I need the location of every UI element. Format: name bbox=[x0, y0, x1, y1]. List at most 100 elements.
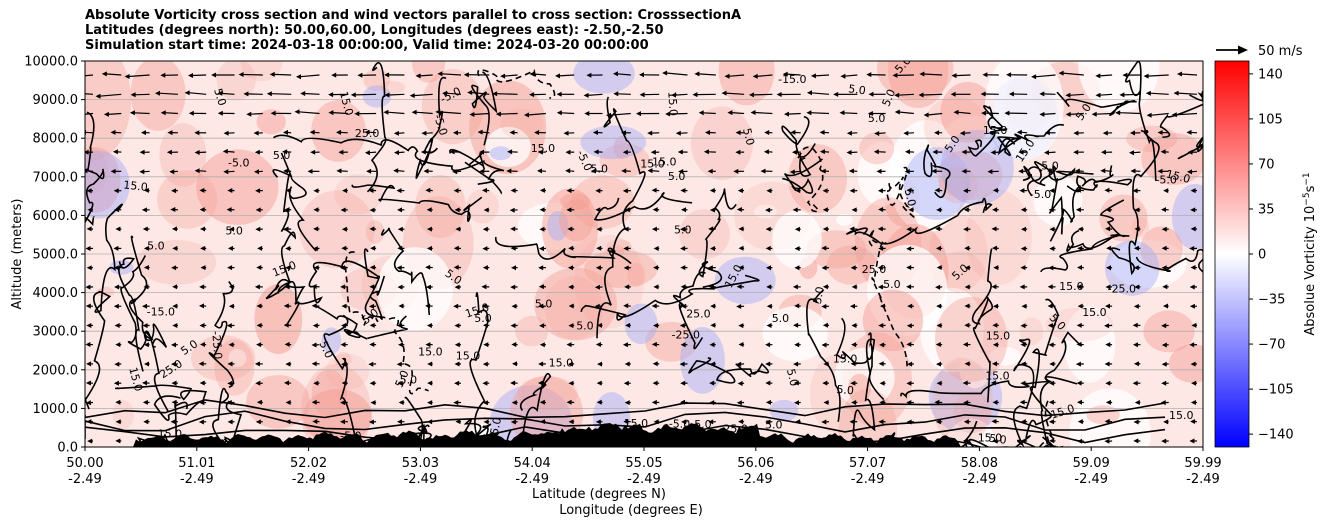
wind-vector-head bbox=[142, 226, 148, 232]
x-axis-label-lon: Longitude (degrees E) bbox=[559, 503, 703, 518]
wind-vector-head bbox=[906, 323, 912, 329]
wind-vector-head bbox=[1075, 207, 1081, 213]
wind-vector-head bbox=[1077, 245, 1083, 251]
wind-vector bbox=[702, 112, 716, 115]
field-patch bbox=[334, 174, 383, 215]
wind-vector bbox=[754, 111, 773, 115]
y-tick-label: 0.0 bbox=[57, 441, 78, 456]
wind-vector-head bbox=[87, 438, 93, 444]
wind-vector-head bbox=[115, 342, 121, 348]
wind-vector-head bbox=[85, 380, 91, 386]
colorbar-tick-label: −35 bbox=[1258, 293, 1285, 308]
wind-vector bbox=[786, 73, 801, 76]
wind-vector-head bbox=[1104, 323, 1110, 329]
wind-vector-head bbox=[115, 438, 121, 444]
contour-label: 5.0 bbox=[847, 82, 866, 97]
quiver-key-arrowhead-icon bbox=[1238, 45, 1248, 55]
x-tick-label-lat: 53.03 bbox=[402, 456, 439, 471]
wind-vector-head bbox=[328, 110, 334, 116]
wind-vector-head bbox=[639, 92, 645, 98]
wind-vector-head bbox=[85, 342, 91, 347]
wind-vector-head bbox=[85, 168, 88, 174]
wind-vector-head bbox=[568, 380, 574, 386]
wind-vector-head bbox=[905, 149, 910, 155]
x-tick-label-lat: 58.08 bbox=[961, 456, 998, 471]
wind-vector-head bbox=[848, 168, 854, 174]
wind-vector-head bbox=[765, 245, 771, 251]
wind-vector bbox=[85, 131, 94, 134]
wind-vector bbox=[298, 111, 320, 115]
wind-vector-head bbox=[822, 226, 828, 232]
contour-positive bbox=[1039, 331, 1083, 447]
wind-vector-head bbox=[1021, 226, 1026, 232]
wind-vector bbox=[1180, 73, 1198, 76]
wind-vector-head bbox=[1134, 207, 1140, 213]
wind-vector-head bbox=[492, 91, 498, 97]
contour-positive bbox=[971, 248, 994, 403]
wind-vector-head bbox=[113, 245, 119, 251]
wind-vector-head bbox=[336, 129, 341, 135]
wind-vector-head bbox=[511, 342, 517, 347]
wind-vector-head bbox=[256, 265, 262, 270]
wind-vector-head bbox=[483, 419, 489, 425]
contour-positive bbox=[128, 235, 168, 348]
wind-vector-head bbox=[868, 91, 874, 97]
wind-vector bbox=[1123, 93, 1141, 96]
wind-vector-head bbox=[936, 265, 942, 270]
contour-positive bbox=[85, 111, 105, 227]
wind-vector-head bbox=[806, 110, 812, 116]
wind-vector-head bbox=[596, 399, 602, 405]
wind-vector-head bbox=[784, 111, 789, 117]
wind-vector-head bbox=[621, 168, 627, 174]
field-patch bbox=[826, 245, 878, 285]
wind-vector-head bbox=[115, 419, 121, 425]
wind-vector-head bbox=[766, 323, 772, 328]
wind-vector bbox=[354, 93, 377, 96]
colorbar-gradient bbox=[1214, 60, 1250, 448]
wind-vector bbox=[86, 170, 94, 172]
wind-vector-head bbox=[453, 303, 459, 309]
wind-vector-head bbox=[878, 419, 884, 425]
contour-positive bbox=[596, 96, 646, 339]
wind-vector-head bbox=[217, 90, 223, 96]
wind-vector-head bbox=[1115, 110, 1121, 116]
wind-vector-head bbox=[850, 380, 856, 386]
wind-vector-head bbox=[1189, 438, 1195, 444]
wind-vector-head bbox=[953, 109, 959, 115]
wind-vector-head bbox=[822, 188, 828, 194]
wind-vector-head bbox=[963, 188, 968, 194]
wind-vector-head bbox=[341, 226, 347, 232]
wind-vector-head bbox=[172, 245, 178, 251]
wind-vector-head bbox=[991, 284, 997, 290]
colorbar-tick-label: 140 bbox=[1258, 67, 1283, 82]
wind-vector-head bbox=[653, 323, 659, 328]
wind-vector-head bbox=[1102, 130, 1108, 136]
wind-vector-head bbox=[338, 149, 344, 155]
wind-vector-head bbox=[907, 361, 913, 367]
wind-vector-head bbox=[665, 111, 671, 117]
wind-vector-head bbox=[226, 323, 232, 329]
wind-vector-head bbox=[1132, 188, 1138, 194]
wind-vector-head bbox=[851, 245, 856, 251]
wind-vector-head bbox=[313, 207, 319, 213]
wind-vector-head bbox=[1019, 188, 1025, 194]
wind-vector-head bbox=[1091, 111, 1097, 117]
wind-vector-head bbox=[369, 380, 375, 386]
wind-vector-head bbox=[709, 380, 715, 386]
wind-vector-head bbox=[990, 380, 996, 386]
wind-vector bbox=[609, 112, 631, 116]
x-tick-label-lat: 55.05 bbox=[625, 456, 662, 471]
wind-vector-head bbox=[141, 130, 146, 136]
contour-label: 5.0 bbox=[836, 383, 855, 397]
wind-vector-head bbox=[795, 419, 801, 425]
wind-vector-head bbox=[964, 303, 970, 309]
contour-positive bbox=[1124, 61, 1157, 181]
wind-vector bbox=[843, 112, 858, 115]
wind-vector-head bbox=[172, 284, 178, 290]
wind-vector-head bbox=[1018, 168, 1024, 174]
wind-vector-head bbox=[636, 111, 641, 117]
wind-vector-head bbox=[540, 419, 545, 425]
wind-vector-head bbox=[199, 380, 205, 386]
wind-vector-head bbox=[1146, 112, 1152, 118]
wind-vector-head bbox=[142, 399, 148, 405]
